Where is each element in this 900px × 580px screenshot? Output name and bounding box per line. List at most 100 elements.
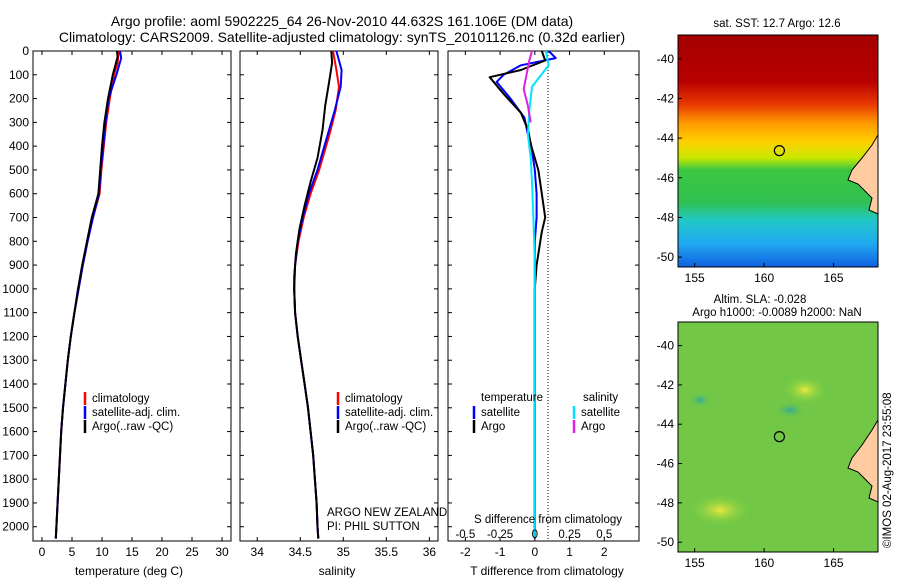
map-x-tick-label: 155 <box>685 556 705 570</box>
x-tick-label: 25 <box>185 545 199 559</box>
map-y-tick-label: -40 <box>657 52 675 66</box>
sst-land-coast <box>847 133 879 215</box>
figure-title-line2: Climatology: CARS2009. Satellite-adjuste… <box>59 29 625 45</box>
salinity-xlabel: salinity <box>319 564 356 578</box>
y-tick-label: 500 <box>9 163 29 177</box>
x-tick-label: 35 <box>337 545 351 559</box>
map-x-tick-label: 165 <box>824 556 844 570</box>
sla-anomaly-high-2 <box>690 494 750 526</box>
imos-credit: ©IMOS 02-Aug-2017 23:55:08 <box>882 392 894 548</box>
x-tick-label: 1 <box>566 545 573 559</box>
legend-label-argo: Argo(..raw -QC) <box>92 421 173 433</box>
sst-field <box>678 35 878 267</box>
x-tick-label: 35.5 <box>375 545 399 559</box>
y-tick-label: 1400 <box>2 377 29 391</box>
argo-location-marker <box>773 145 785 157</box>
sla-land-coast <box>847 418 879 503</box>
annotation-line1: ARGO NEW ZEALAND <box>327 507 447 519</box>
map-y-tick-label: -46 <box>657 171 675 185</box>
y-tick-label: 1100 <box>3 306 29 320</box>
x-tick-label: 34 <box>251 545 265 559</box>
series-line-salinity-argo <box>522 51 533 123</box>
map-y-tick-label: -48 <box>657 210 675 224</box>
sla-map-frame <box>677 321 879 553</box>
sst-map-title: sat. SST: 12.7 Argo: 12.6 <box>713 18 840 30</box>
map-x-tick-label: 160 <box>754 556 774 570</box>
legend-label-satellite: satellite-adj. clim. <box>92 407 180 419</box>
map-y-tick-label: -46 <box>657 457 675 471</box>
temperature-xlabel: temperature (deg C) <box>75 564 183 578</box>
y-tick-label: 1600 <box>2 425 29 439</box>
s-tick-label: 0 <box>532 529 538 541</box>
map-y-tick-label: -50 <box>657 250 675 264</box>
map-y-tick-label: -48 <box>657 496 675 510</box>
difference-panel: -2 -1 0 1 2 T difference from climatology S … <box>447 50 640 578</box>
sla-anomaly-low <box>774 401 806 419</box>
sla-map-title-line2: Argo h1000: -0.0089 h2000: NaN <box>692 307 861 319</box>
salinity-axes-frame <box>239 50 439 542</box>
argo-location-marker <box>773 431 785 443</box>
y-tick-label: 400 <box>9 139 29 153</box>
legend-label-t-satellite: satellite <box>481 407 520 419</box>
sla-anomaly-low-2 <box>688 392 712 408</box>
map-x-tick-label: 165 <box>824 271 844 285</box>
difference-xlabel: T difference from climatology <box>470 564 624 578</box>
y-tick-label: 1000 <box>2 282 29 296</box>
y-tick-label: 1800 <box>2 472 29 486</box>
s-tick-label: 0.5 <box>596 529 612 541</box>
map-x-tick-label: 155 <box>685 271 705 285</box>
x-tick-label: 30 <box>215 545 229 559</box>
legend-header-temperature: temperature <box>481 392 543 404</box>
annotation-line2: PI: PHIL SUTTON <box>327 521 420 533</box>
sst-map-frame <box>677 34 879 268</box>
y-tick-label: 1900 <box>2 496 29 510</box>
temperature-axes-frame <box>32 50 232 542</box>
map-y-tick-label: -40 <box>657 339 675 353</box>
x-tick-label: 20 <box>155 545 169 559</box>
y-tick-label: 700 <box>9 211 29 225</box>
s-tick-label: 0.25 <box>558 529 580 541</box>
y-tick-label: 900 <box>9 258 29 272</box>
figure-title-line1: Argo profile: aoml 5902225_64 26-Nov-201… <box>111 13 573 29</box>
y-tick-label: 200 <box>9 92 29 106</box>
y-tick-label: 100 <box>9 68 29 82</box>
map-y-tick-label: -42 <box>657 378 675 392</box>
salinity-panel: 34 34.5 35 35.5 36 salinity climatology sate… <box>239 50 447 578</box>
map-y-tick-label: -42 <box>657 91 675 105</box>
legend-label-s-argo: Argo <box>581 421 605 433</box>
y-tick-label: 600 <box>9 187 29 201</box>
map-y-tick-label: -50 <box>657 535 675 549</box>
y-tick-label: 1500 <box>2 401 29 415</box>
x-tick-label: -1 <box>495 545 506 559</box>
sst-map: sat. SST: 12.7 Argo: 12.6 155 160 165 -40 -4… <box>657 18 879 285</box>
x-tick-label: -2 <box>460 545 471 559</box>
s-tick-label: -0.5 <box>455 529 475 541</box>
series-line-argo-raw-qc- <box>293 51 334 539</box>
legend-label-s-satellite: satellite <box>581 407 620 419</box>
y-tick-label: 1700 <box>2 448 29 462</box>
x-tick-label: 0 <box>531 545 538 559</box>
y-tick-label: 1200 <box>2 329 29 343</box>
series-line-argo-raw-qc- <box>54 51 119 539</box>
legend-label-climatology: climatology <box>92 393 150 405</box>
difference-legend: temperature salinity satellite Argo sate… <box>472 392 620 433</box>
series-line-salinity-satellite <box>526 51 550 539</box>
x-tick-label: 36 <box>423 545 437 559</box>
x-tick-label: 5 <box>69 545 76 559</box>
temperature-panel: 0 5 10 15 20 25 300100200300400500600700800900… <box>2 44 232 578</box>
temperature-legend: climatology satellite-adj. clim. Argo(..… <box>83 392 180 433</box>
sla-map-title-line1: Altim. SLA: -0.028 <box>714 294 807 306</box>
y-tick-label: 0 <box>22 44 29 58</box>
legend-header-salinity: salinity <box>583 392 618 404</box>
x-tick-label: 34.5 <box>289 545 313 559</box>
legend-label-t-argo: Argo <box>481 421 505 433</box>
s-tick-label: -0.25 <box>487 529 513 541</box>
y-tick-label: 2000 <box>2 520 29 534</box>
legend-label-climatology: climatology <box>345 393 403 405</box>
y-tick-label: 1300 <box>2 353 29 367</box>
map-y-tick-label: -44 <box>657 417 675 431</box>
map-y-tick-label: -44 <box>657 131 675 145</box>
salinity-legend: climatology satellite-adj. clim. Argo(..… <box>336 392 433 433</box>
legend-label-satellite: satellite-adj. clim. <box>345 407 433 419</box>
